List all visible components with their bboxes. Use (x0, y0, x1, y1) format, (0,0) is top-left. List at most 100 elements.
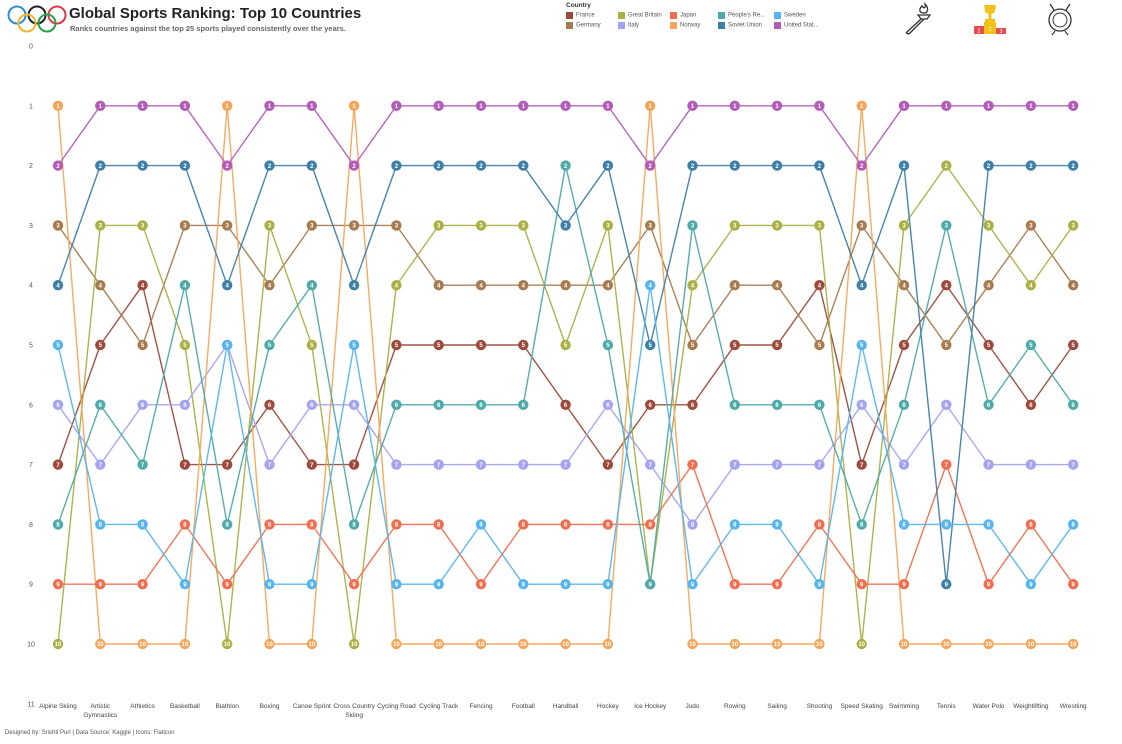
data-label: 10 (266, 642, 273, 648)
x-tick-label: Football (512, 703, 536, 710)
data-label: 3 (310, 224, 314, 230)
x-tick-label: Cycling Road (377, 703, 416, 710)
data-point (560, 339, 571, 351)
data-label: 5 (352, 343, 356, 349)
data-point (222, 220, 233, 231)
data-label: 2 (352, 164, 356, 170)
data-point (983, 339, 994, 351)
data-point (560, 459, 571, 470)
data-label: 2 (606, 164, 610, 170)
data-point (264, 160, 275, 171)
data-label: 4 (818, 283, 822, 289)
data-point (137, 519, 148, 530)
data-label: 2 (860, 164, 864, 170)
data-point (518, 100, 529, 111)
data-label: 2 (99, 164, 103, 170)
legend-label: People's Re... (728, 12, 766, 19)
data-label: 10 (435, 642, 442, 648)
data-label: 8 (56, 523, 60, 529)
data-point (856, 160, 867, 171)
legend-item[interactable]: Japan (670, 12, 696, 21)
legend-item[interactable]: Italy (618, 22, 639, 31)
data-point (52, 220, 64, 231)
data-point (137, 220, 148, 231)
y-tick-label: 9 (29, 582, 33, 589)
data-label: 6 (56, 403, 60, 409)
legend-item[interactable]: Soviet Union (718, 22, 762, 31)
data-point (391, 519, 402, 530)
data-point (645, 339, 656, 351)
data-point (898, 519, 910, 530)
data-point (1068, 100, 1079, 111)
data-point (306, 638, 317, 650)
data-point (941, 579, 952, 590)
data-point (983, 100, 994, 111)
footer-credits: Designed by: Srishti Puri | Data Source:… (5, 730, 175, 736)
data-point (433, 160, 444, 171)
data-label: 1 (141, 104, 145, 110)
data-point (856, 579, 867, 590)
data-label: 8 (987, 523, 991, 529)
data-label: 2 (479, 164, 483, 170)
data-point (433, 220, 444, 231)
data-point (1025, 579, 1037, 590)
data-label: 7 (606, 463, 610, 469)
data-point (856, 519, 867, 530)
data-point (475, 399, 487, 410)
data-label: 3 (395, 224, 399, 230)
data-label: 8 (1072, 523, 1076, 529)
data-point (179, 579, 191, 590)
data-label: 5 (691, 343, 695, 349)
data-label: 9 (606, 582, 610, 588)
legend-item[interactable]: Great Britain (618, 12, 662, 21)
legend-swatch (618, 22, 625, 29)
data-point (771, 100, 783, 111)
data-point (729, 160, 740, 171)
data-point (602, 280, 614, 291)
data-point (814, 638, 825, 650)
legend-item[interactable]: Norway (670, 22, 700, 31)
data-point (391, 280, 402, 291)
data-label: 6 (606, 403, 610, 409)
data-label: 7 (479, 463, 483, 469)
data-label: 1 (691, 104, 695, 110)
data-point (602, 339, 614, 351)
data-point (52, 160, 64, 171)
data-point (898, 579, 910, 590)
legend-item[interactable]: Germany (566, 22, 601, 31)
data-label: 6 (437, 403, 441, 409)
legend-item[interactable]: People's Re... (718, 12, 765, 21)
data-point (95, 459, 106, 470)
data-label: 9 (564, 582, 568, 588)
data-point (1025, 339, 1037, 351)
data-point (306, 579, 317, 590)
data-point (95, 579, 106, 590)
legend-item[interactable]: Sweden (774, 12, 806, 21)
data-point (95, 519, 106, 530)
data-label: 3 (1029, 224, 1033, 230)
data-label: 9 (1072, 582, 1076, 588)
data-point (941, 280, 952, 291)
y-tick-label: 7 (29, 462, 33, 469)
data-point (348, 220, 360, 231)
data-label: 6 (733, 403, 737, 409)
data-label: 4 (945, 283, 949, 289)
data-label: 10 (774, 642, 781, 648)
legend-swatch (566, 22, 573, 29)
data-label: 3 (268, 224, 272, 230)
data-label: 6 (945, 403, 949, 409)
data-point (95, 220, 106, 231)
data-label: 3 (649, 224, 653, 230)
legend-item[interactable]: France (566, 12, 595, 21)
legend-item[interactable]: United Stat... (774, 22, 819, 31)
data-label: 7 (691, 463, 695, 469)
data-label: 9 (56, 582, 60, 588)
data-point (179, 459, 191, 470)
legend-label: United Stat... (784, 22, 819, 29)
data-point (179, 519, 191, 530)
data-label: 8 (564, 523, 568, 529)
data-point (856, 339, 867, 351)
legend: Country France Germany Great Britain Italy J… (566, 2, 836, 34)
data-label: 5 (141, 343, 145, 349)
